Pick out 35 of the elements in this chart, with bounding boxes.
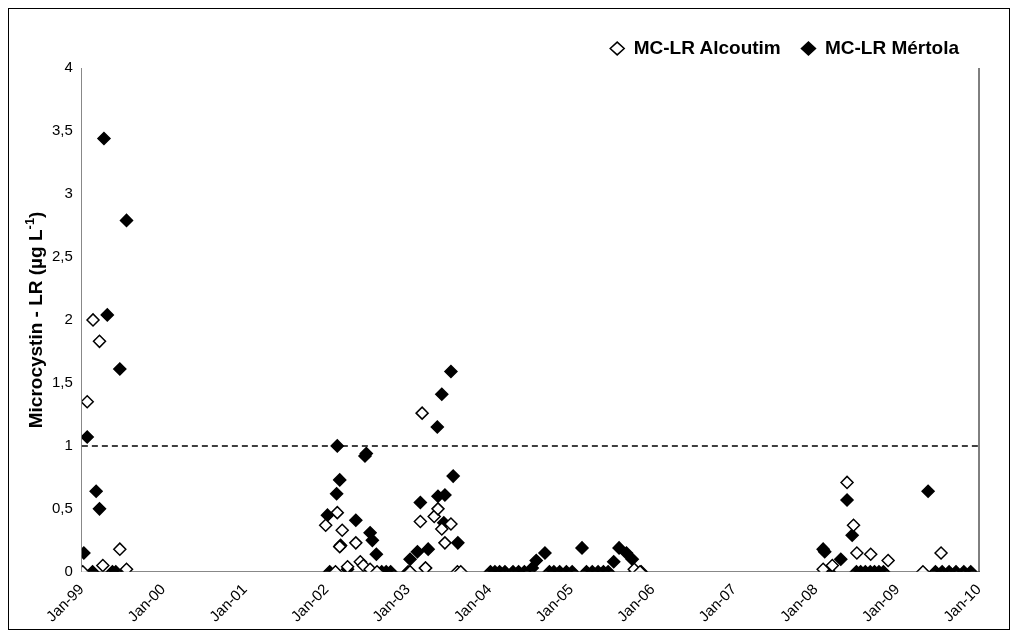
y-tick-label: 0 [64,561,73,579]
point [438,536,452,550]
y-tick-label: 2,5 [51,247,73,265]
y-tick-label: 2 [64,310,73,328]
point [113,542,127,556]
y-tick-label: 0,5 [51,499,73,516]
point [349,536,363,550]
y-tick-label: 3 [64,184,73,202]
point [96,558,110,572]
point [81,395,94,409]
y-tick-label: 4 [64,58,73,76]
point [435,522,449,536]
point [934,546,948,560]
point [427,509,441,524]
y-tick-label: 1,5 [51,373,73,391]
point [335,523,349,538]
y-tick-label: 3,5 [51,121,73,139]
y-tick-label: 1 [64,436,73,454]
point [330,505,345,520]
point [431,502,445,516]
point [846,518,861,532]
point [413,514,428,529]
point [415,406,429,420]
point [92,334,107,349]
point [825,558,840,572]
point [850,546,864,560]
y-axis-title: Microcystin - LR (µg L-1) [21,211,47,429]
point [318,518,333,532]
point [86,313,100,327]
point [863,547,878,561]
legend-label: MC-LR Alcoutim [633,36,781,58]
legend-label: MC-LR Mértola [824,36,960,58]
point [444,517,458,531]
point [840,475,854,490]
point [881,553,895,568]
